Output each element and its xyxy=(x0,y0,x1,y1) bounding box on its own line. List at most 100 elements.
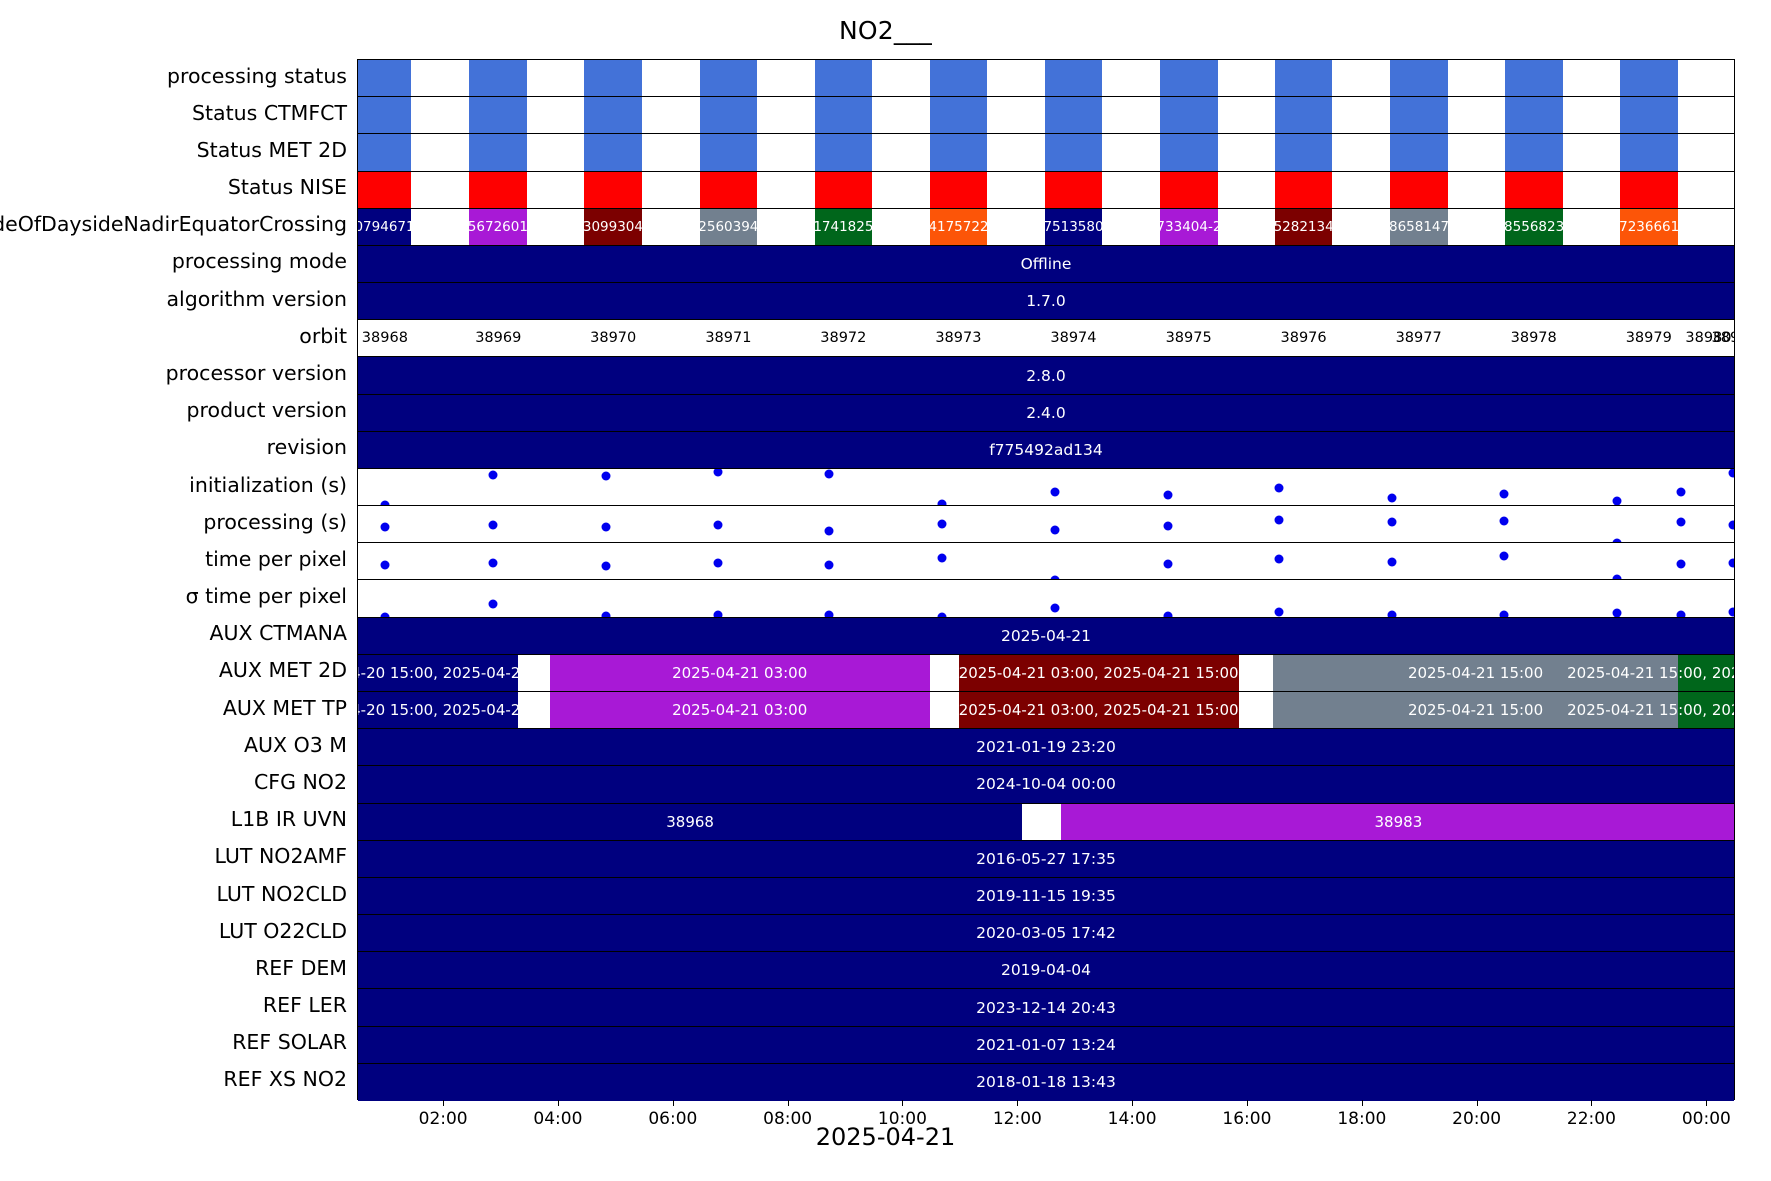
data-point xyxy=(1499,610,1509,617)
data-point xyxy=(713,610,723,617)
x-tick-mark xyxy=(1017,1100,1019,1106)
row-segment: 1741825 xyxy=(813,208,873,245)
row-segment xyxy=(1159,134,1218,171)
row-segment xyxy=(699,97,757,134)
row-segment: 733404-2 xyxy=(1156,208,1221,245)
data-point xyxy=(1612,608,1622,617)
row-segment: 2025-04-21 15:00, 2025-04-22 03:00 xyxy=(1567,692,1734,729)
orbit-number: 38970 xyxy=(590,330,637,347)
data-point xyxy=(1676,487,1686,497)
chart-row-ref-xs-no2: 2018-01-18 13:43 xyxy=(358,1063,1734,1101)
row-segment: 2025-04-21 03:00 xyxy=(549,692,930,729)
x-tick-mark xyxy=(1246,1100,1248,1106)
chart-row-lut-no2amf: 2016-05-27 17:35 xyxy=(358,840,1734,878)
row-segment xyxy=(583,171,642,208)
chart-row-time-per-pixel xyxy=(358,581,1734,618)
chart-row-cfg-no2: 2024-10-04 00:00 xyxy=(358,766,1734,804)
row-segment: 3099304 xyxy=(583,208,643,245)
row-segment xyxy=(1620,97,1679,134)
row-segment xyxy=(583,97,642,134)
row-value: Offline xyxy=(1020,254,1072,273)
row-label-aux-met-tp: AUX MET TP xyxy=(222,695,347,720)
chart-row-aux-ctmana: 2025-04-21 xyxy=(358,617,1734,655)
data-point xyxy=(1387,557,1396,567)
chart-row-processing-status xyxy=(358,60,1734,98)
data-point xyxy=(1728,520,1734,530)
x-tick-mark xyxy=(1361,1100,1363,1106)
data-point xyxy=(1676,610,1686,617)
row-segment xyxy=(929,134,988,171)
data-point xyxy=(1274,483,1283,493)
x-tick-mark xyxy=(443,1100,445,1106)
row-label-ref-dem: REF DEM xyxy=(255,955,347,980)
x-tick-label: 22:00 xyxy=(1566,1109,1616,1129)
data-point xyxy=(1163,490,1173,500)
data-point xyxy=(824,560,834,570)
data-point xyxy=(1499,551,1509,561)
row-segment xyxy=(1044,134,1103,171)
row-value: 2021-01-07 13:24 xyxy=(976,1035,1116,1054)
x-tick-label: 20:00 xyxy=(1452,1109,1502,1129)
row-segment: 8658147 xyxy=(1389,208,1449,245)
data-point xyxy=(1050,487,1060,497)
x-tick-label: 00:00 xyxy=(1681,1109,1731,1129)
data-point xyxy=(1499,516,1509,526)
data-point xyxy=(1676,559,1686,569)
data-point xyxy=(1499,489,1509,499)
data-point xyxy=(1612,574,1622,580)
row-segment xyxy=(1390,97,1448,134)
row-label-initialization-s: initialization (s) xyxy=(189,472,347,497)
data-point xyxy=(1163,521,1173,531)
data-point xyxy=(1676,517,1686,527)
x-tick-label: 14:00 xyxy=(1107,1109,1157,1129)
x-tick-mark xyxy=(902,1100,904,1106)
data-point xyxy=(488,558,498,568)
row-segment xyxy=(468,171,527,208)
orbit-number: 38973 xyxy=(935,330,982,347)
row-label-cfg-no2: CFG NO2 xyxy=(253,769,347,794)
data-point xyxy=(1728,558,1734,568)
x-tick-mark xyxy=(1706,1100,1708,1106)
row-segment xyxy=(699,134,757,171)
x-tick-mark xyxy=(1591,1100,1593,1106)
row-segment xyxy=(1159,171,1218,208)
data-point xyxy=(1728,468,1734,478)
row-segment: 7236661 xyxy=(1619,208,1679,245)
row-segment: 2025-04-20 15:00, 2025-04-21 03:00 xyxy=(358,654,578,692)
row-label-aux-ctmana: AUX CTMANA xyxy=(209,621,348,646)
row-segment xyxy=(358,134,412,171)
row-value: 1.7.0 xyxy=(1026,292,1066,311)
row-label-algorithm-version: algorithm version xyxy=(166,286,347,311)
x-tick-label: 16:00 xyxy=(1222,1109,1272,1129)
row-value: 2024-10-04 00:00 xyxy=(976,775,1116,794)
row-segment xyxy=(699,60,757,97)
row-label-status-nise: Status NISE xyxy=(227,175,347,200)
orbit-number: 38969 xyxy=(475,330,522,347)
row-label-processor-version: processor version xyxy=(165,361,347,386)
x-tick-label: 08:00 xyxy=(763,1109,813,1129)
row-segment xyxy=(814,97,872,134)
data-point xyxy=(937,612,947,617)
row-value: 2018-01-18 13:43 xyxy=(976,1073,1116,1092)
data-point xyxy=(937,499,947,506)
chart-row-aux-met-tp: 2025-04-20 15:00, 2025-04-21 03:002025-0… xyxy=(358,692,1734,730)
data-point xyxy=(1050,603,1060,613)
row-segment xyxy=(583,134,642,171)
row-segment xyxy=(468,134,527,171)
data-point xyxy=(1387,493,1396,503)
row-segment xyxy=(1275,134,1333,171)
data-point xyxy=(1274,515,1283,525)
row-segment xyxy=(699,171,757,208)
plot-area: 0794671 5672601 3099304 2560394 1741825 41757… xyxy=(357,59,1735,1101)
x-tick-label: 10:00 xyxy=(877,1109,927,1129)
data-point xyxy=(824,610,834,617)
row-label-longitudeofdaysidenadirequatorcrossing: longitudeOfDaysideNadirEquatorCrossing xyxy=(0,212,347,237)
chart-row-ref-solar: 2021-01-07 13:24 xyxy=(358,1026,1734,1064)
row-segment xyxy=(1505,97,1564,134)
row-segment xyxy=(1390,60,1448,97)
data-point xyxy=(601,611,611,617)
row-segment: 38968 xyxy=(358,803,1023,840)
row-segment xyxy=(468,97,527,134)
data-point xyxy=(1050,525,1060,535)
